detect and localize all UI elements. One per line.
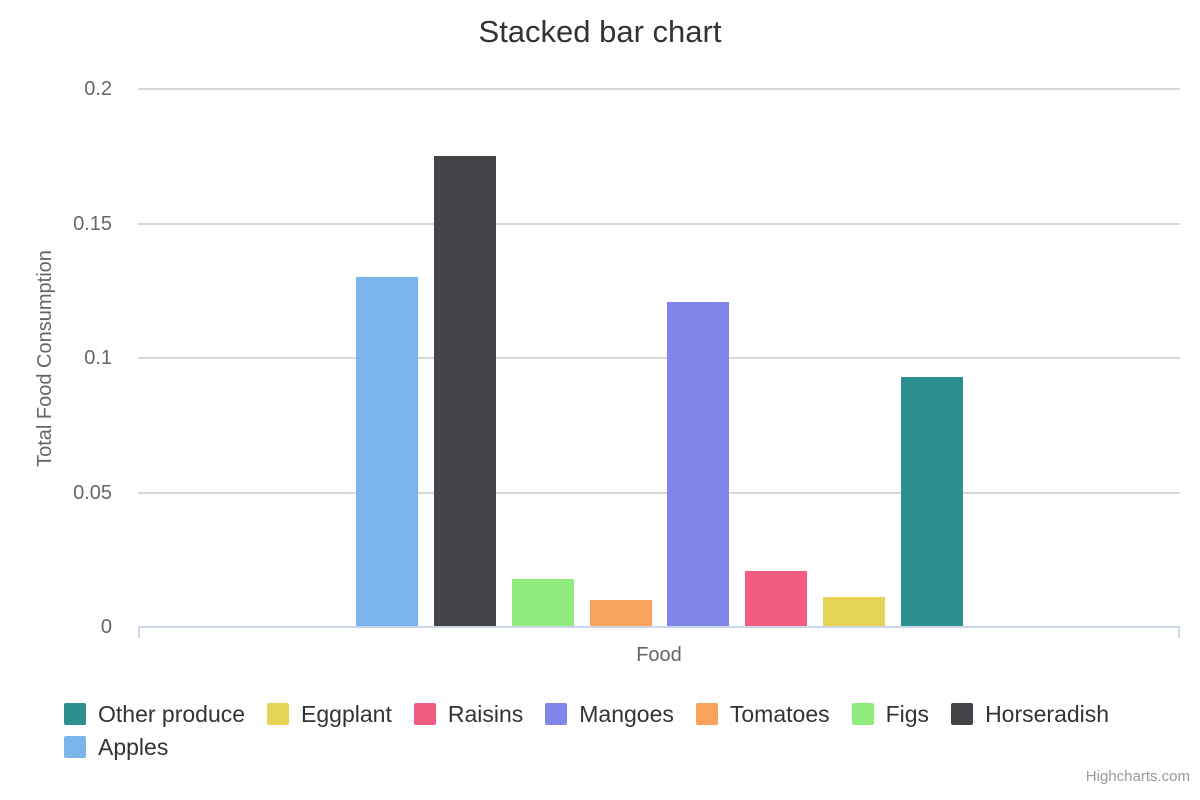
y-tick-label: 0 (100, 616, 112, 638)
legend-label: Eggplant (301, 700, 392, 727)
x-axis-tick-end (1178, 628, 1180, 638)
legend-swatch-icon (951, 703, 974, 725)
bar-raisins[interactable] (745, 570, 807, 627)
legend-swatch-icon (413, 703, 436, 725)
legend-item-apples[interactable]: Apples (64, 733, 168, 761)
legend-label: Horseradish (985, 700, 1110, 727)
legend-swatch-icon (695, 703, 718, 725)
legend-label: Raisins (447, 700, 524, 727)
legend-item-figs[interactable]: Figs (851, 700, 930, 728)
bar-figs[interactable] (512, 578, 574, 627)
y-tick-label: 0.05 (73, 481, 112, 504)
legend-swatch-icon (267, 703, 290, 725)
y-tick-label: 0.15 (73, 212, 112, 235)
legend-item-mangoes[interactable]: Mangoes (545, 700, 674, 728)
bar-eggplant[interactable] (823, 597, 885, 627)
y-tick-label: 0.1 (84, 347, 112, 369)
legend-item-other-produce[interactable]: Other produce (64, 700, 245, 728)
x-axis-line (138, 626, 1180, 628)
credits-link[interactable]: Highcharts.com (1085, 768, 1190, 785)
gridline (138, 88, 1180, 90)
gridline (138, 491, 1180, 494)
chart-title: Stacked bar chart (478, 14, 722, 49)
legend-swatch-icon (64, 703, 86, 725)
legend-label: Tomatoes (729, 700, 830, 727)
legend-item-raisins[interactable]: Raisins (413, 700, 524, 728)
legend-swatch-icon (545, 703, 568, 725)
y-tick-label: 0.2 (84, 78, 112, 100)
bar-other-produce[interactable] (901, 376, 963, 627)
legend-label: Other produce (98, 700, 246, 727)
legend-item-horseradish[interactable]: Horseradish (951, 700, 1109, 728)
bar-apples[interactable] (356, 277, 418, 627)
bar-mangoes[interactable] (667, 301, 729, 627)
legend-label: Apples (98, 733, 169, 760)
legend-label: Figs (885, 700, 930, 727)
x-axis-title: Food (636, 644, 682, 666)
legend-swatch-icon (851, 703, 874, 725)
gridline (138, 222, 1180, 225)
legend: Other produce Eggplant Raisins Mangoes Tomat… (64, 700, 1124, 761)
x-axis-tick-start (138, 628, 140, 638)
plot-area (138, 88, 1180, 638)
bar-horseradish[interactable] (434, 156, 496, 627)
legend-item-eggplant[interactable]: Eggplant (267, 700, 392, 728)
gridline (138, 357, 1180, 359)
legend-item-tomatoes[interactable]: Tomatoes (695, 700, 830, 728)
legend-label: Mangoes (579, 700, 674, 727)
legend-swatch-icon (64, 736, 86, 758)
bar-tomatoes[interactable] (590, 600, 652, 627)
